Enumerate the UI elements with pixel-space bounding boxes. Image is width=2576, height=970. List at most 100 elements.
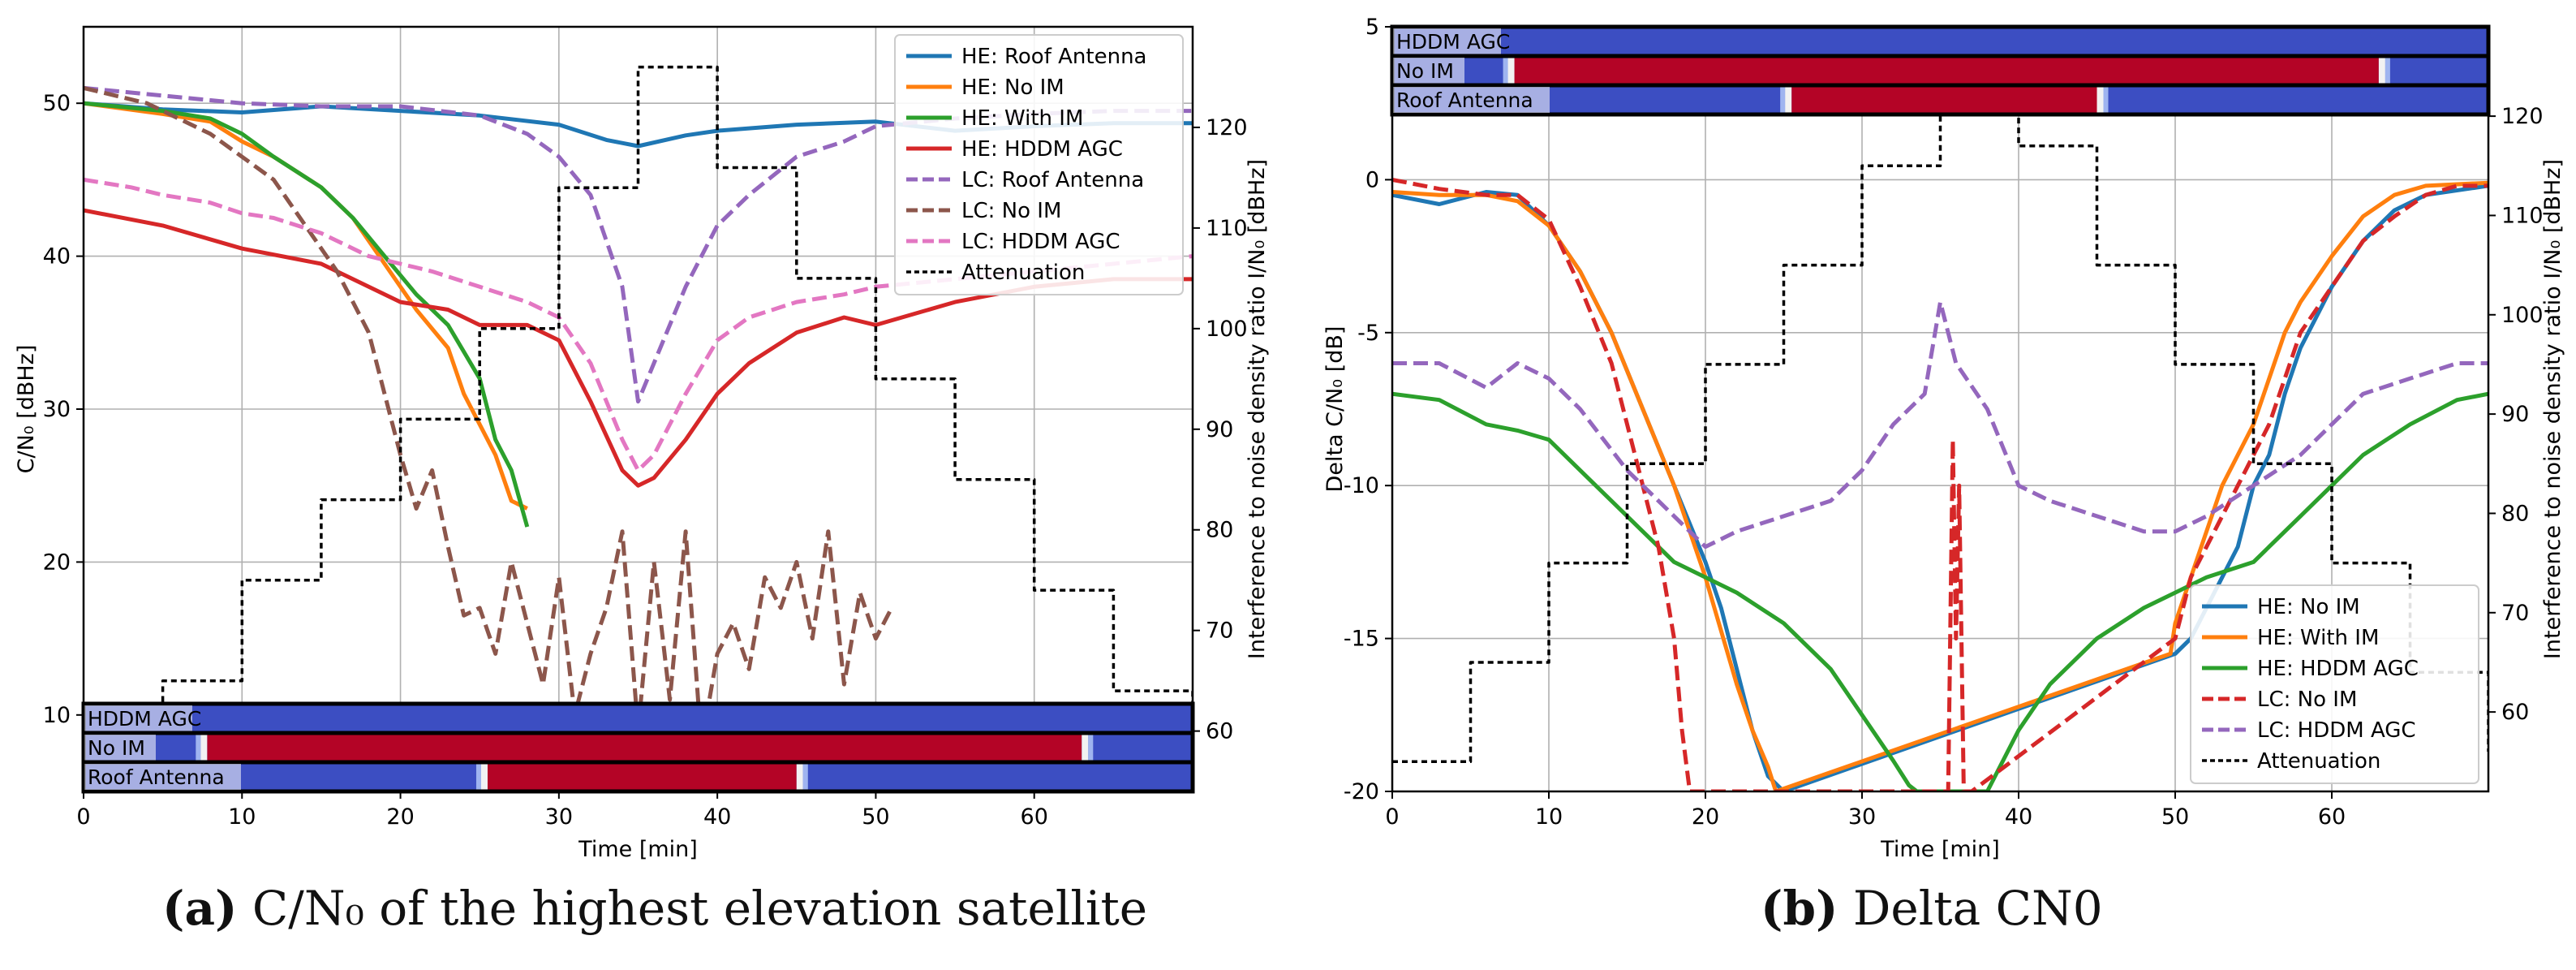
strip-edge (196, 733, 201, 762)
y2-tick-label: 60 (1206, 719, 1233, 744)
strip-label: Roof Antenna (88, 765, 225, 789)
strip-edge (480, 762, 488, 791)
strip-label-bg (84, 735, 156, 761)
series-line-3 (1392, 177, 2488, 791)
series-line-1 (1392, 180, 2488, 791)
legend-label-7: Attenuation (961, 261, 1085, 285)
legend: HE: Roof Antenna HE: No IM HE: With IM HE: … (894, 34, 1184, 295)
x-tick-label: 40 (2005, 804, 2032, 830)
series-line-6 (84, 177, 1193, 472)
caption-b-text: Delta CN0 (1852, 881, 2103, 936)
y2-tick-label: 90 (2501, 402, 2529, 427)
y2-tick-label: 70 (2501, 601, 2529, 626)
x-tick-label: 30 (1848, 804, 1876, 830)
ticks: 0 10 20 30 40 50 60 10 20 30 40 50 60 70 80 90 100 110 120 (43, 91, 1248, 830)
legend-label-4: LC: HDDM AGC (2257, 718, 2416, 743)
x-tick-label: 0 (1385, 804, 1399, 830)
y-tick-label: 0 (1365, 167, 1379, 192)
y2-tick-label: 70 (1206, 619, 1233, 644)
strip-edge (1785, 85, 1792, 114)
series-line-2 (84, 101, 530, 528)
y2-tick-label: 60 (2501, 700, 2529, 725)
strip-background (1392, 27, 2488, 56)
grid (83, 27, 1193, 791)
strip-edge (2385, 56, 2390, 85)
strip-label: Roof Antenna (1396, 88, 1533, 112)
y2-tick-label: 100 (1206, 317, 1248, 342)
series-line-2 (1392, 391, 2488, 791)
strip-label: No IM (88, 736, 145, 760)
y2-tick-label: 120 (2501, 104, 2544, 129)
x-tick-label: 0 (76, 804, 90, 830)
caption-a-letter: (a) (162, 881, 238, 936)
heatmap-strip-1: No IM (81, 731, 1195, 765)
strip-edge (796, 762, 803, 791)
x-tick-label: 60 (1021, 804, 1048, 830)
chart-a: HDDM AGC No IM Roof Antenna 0 10 20 30 40 50 60 10… (14, 25, 1270, 862)
y2-axis-label: Interference to noise density ratio I/N₀… (2540, 159, 2565, 659)
strip-edge (802, 762, 808, 791)
y-tick-label: 40 (43, 244, 71, 269)
strip-background (84, 704, 1193, 733)
legend-label-3: LC: No IM (2257, 688, 2357, 712)
legend-label-3: HE: HDDM AGC (961, 137, 1123, 162)
series-line-4 (1392, 300, 2488, 550)
strip-edge (1088, 733, 1094, 762)
legend-box (2190, 584, 2479, 784)
caption-a-text: C/N₀ of the highest elevation satellite (252, 881, 1148, 936)
strip-high-band (1514, 56, 2379, 85)
y2-tick-label: 110 (2501, 203, 2544, 228)
strip-edge (2096, 85, 2104, 114)
strip-high-band (1791, 85, 2097, 114)
series-line-7 (84, 65, 1193, 786)
legend-label-5: Attenuation (2257, 749, 2380, 774)
strip-label: HDDM AGC (88, 707, 201, 731)
x-tick-label: 20 (1692, 804, 1719, 830)
y2-axis-label: Interference to noise density ratio I/N₀… (1245, 159, 1270, 659)
x-axis-label: Time [min] (1880, 837, 2000, 862)
legend-label-0: HE: Roof Antenna (961, 45, 1146, 69)
strip-edge (1507, 56, 1515, 85)
legend-label-0: HE: No IM (2257, 595, 2360, 619)
y2-tick-label: 80 (2501, 501, 2529, 526)
y2-tick-label: 90 (1206, 417, 1233, 442)
strip-edge (200, 733, 208, 762)
legend-label-4: LC: Roof Antenna (961, 168, 1144, 192)
heatmap-strip-2: Roof Antenna (1390, 83, 2491, 117)
series-line-1 (84, 101, 528, 511)
y2-tick-label: 100 (2501, 303, 2544, 328)
strip-high-band (207, 733, 1082, 762)
strip-label-bg (1392, 28, 1501, 54)
legend: HE: No IM HE: With IM HE: HDDM AGC LC: No I… (2190, 584, 2479, 784)
x-tick-label: 40 (703, 804, 731, 830)
strip-label-bg (84, 705, 192, 731)
strip-edge (1503, 56, 1508, 85)
strip-edge (2103, 85, 2109, 114)
y2-tick-label: 80 (1206, 518, 1233, 543)
legend-label-2: HE: With IM (961, 106, 1083, 131)
y-tick-label: 50 (43, 91, 71, 116)
strip-label-bg (1392, 58, 1464, 84)
legend-box (894, 34, 1184, 295)
x-tick-label: 10 (1535, 804, 1563, 830)
legend-label-1: HE: No IM (961, 75, 1064, 100)
heatmap-strip-0: HDDM AGC (81, 701, 1195, 735)
legend-label-6: LC: HDDM AGC (961, 230, 1120, 254)
strip-high-band (487, 762, 797, 791)
ticks: 0 10 20 30 40 50 60 -20 -15 -10 -5 0 5 60 70 80 90 100 110… (1344, 15, 2544, 830)
x-tick-label: 50 (862, 804, 889, 830)
y-tick-label: 5 (1365, 15, 1379, 40)
strip-edge (2378, 56, 2385, 85)
series-line-3 (84, 208, 1193, 488)
strip-label: No IM (1396, 59, 1454, 83)
x-tick-label: 60 (2318, 804, 2346, 830)
strip-label-bg (84, 764, 241, 790)
y-tick-label: 30 (43, 397, 71, 422)
y-axis-label: Delta C/N₀ [dB] (1322, 326, 1348, 493)
strip-label-bg (1392, 87, 1550, 113)
strip-edge (1082, 733, 1089, 762)
y-tick-label: -10 (1344, 473, 1379, 498)
strip-label: HDDM AGC (1396, 30, 1510, 54)
